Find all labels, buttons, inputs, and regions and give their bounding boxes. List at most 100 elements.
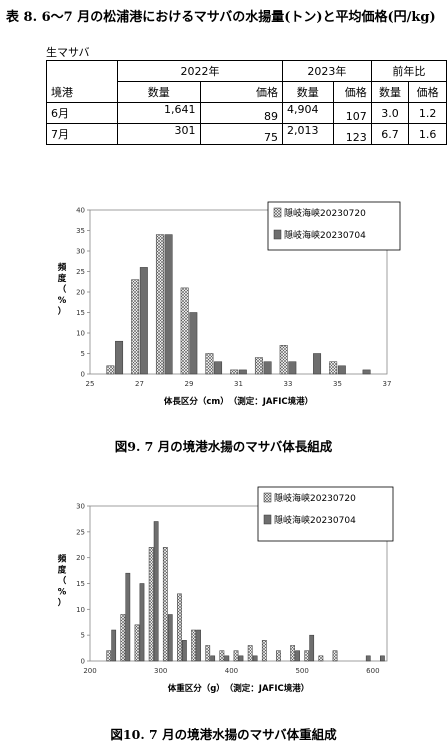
- bar: [153, 521, 159, 662]
- x-axis-label: 体長区分（cm） （測定：JAFIC境港）: [164, 396, 313, 407]
- y-axis-label: 度: [58, 565, 67, 576]
- bar: [247, 645, 253, 662]
- y-axis-label: %: [58, 296, 67, 306]
- cell: 301: [117, 123, 201, 145]
- bar: [238, 369, 247, 375]
- legend-swatch: [273, 229, 282, 240]
- bar: [380, 655, 385, 662]
- y-axis-label: ）: [58, 306, 67, 317]
- bar: [252, 655, 258, 662]
- cell: 3.0: [370, 102, 410, 124]
- row-label: 7月: [46, 123, 118, 145]
- row-label: 6月: [46, 102, 118, 124]
- bar: [337, 365, 346, 375]
- bar: [177, 593, 182, 662]
- y-axis-label: %: [58, 588, 67, 598]
- bar: [205, 353, 214, 375]
- bar: [167, 614, 173, 662]
- bar: [205, 645, 211, 662]
- y-tick-label: 5: [81, 632, 85, 640]
- bar: [162, 547, 168, 662]
- x-tick-label: 200: [83, 667, 96, 675]
- x-tick-label: 37: [383, 380, 392, 388]
- y-axis-label: （: [58, 284, 67, 295]
- legend-swatch: [263, 492, 272, 503]
- bar: [295, 650, 300, 662]
- subheader-price-ratio: 価格: [408, 81, 447, 103]
- y-tick-label: 30: [76, 503, 85, 511]
- bar: [309, 634, 315, 662]
- cell: 75: [199, 123, 283, 145]
- y-tick-label: 10: [76, 330, 85, 338]
- bar: [313, 353, 322, 375]
- bar: [318, 655, 324, 662]
- x-tick-label: 400: [225, 667, 238, 675]
- bar: [210, 655, 216, 662]
- bar: [230, 369, 239, 375]
- x-tick-label: 25: [86, 380, 95, 388]
- y-tick-label: 15: [76, 309, 85, 317]
- legend-swatch: [273, 207, 282, 218]
- legend-entry: 隠岐海峡20230704: [284, 229, 366, 241]
- bar: [120, 614, 126, 662]
- y-tick-label: 20: [76, 289, 85, 297]
- bar: [191, 629, 196, 662]
- subheader-qty-2022: 数量: [117, 81, 201, 103]
- bar: [139, 583, 145, 662]
- page-title: 表 8. 6〜7 月の松浦港におけるマサバの水揚量(トン)と平均価格(円/kg): [6, 10, 436, 25]
- x-tick-label: 600: [366, 667, 379, 675]
- bar: [106, 650, 112, 662]
- length-histogram-chart: 0 5 10 15 20 25 30 35 40 25 27 29 31 33 35 37 頻度（%） 体長区分（…: [58, 201, 401, 407]
- y-tick-label: 0: [81, 371, 85, 379]
- x-tick-label: 35: [333, 380, 342, 388]
- bar: [164, 234, 173, 375]
- bar: [254, 357, 263, 375]
- x-tick-label: 33: [284, 380, 293, 388]
- legend-box: [257, 486, 394, 542]
- group-header-ratio: 前年比: [370, 60, 447, 82]
- legend-swatch: [263, 514, 272, 525]
- table-subheader-row: 境港 数量 価格 数量 価格 数量 価格: [46, 81, 447, 103]
- row-header-port: 境港: [46, 81, 118, 103]
- table-row: 6月 1,641 89 4,904 107 3.0 1.2: [46, 102, 447, 124]
- bar: [276, 650, 281, 662]
- subheader-qty-ratio: 数量: [370, 81, 410, 103]
- bar: [290, 645, 295, 662]
- bar: [131, 279, 140, 375]
- y-axis-label: 頻: [58, 554, 67, 565]
- cell: 89: [199, 102, 283, 124]
- bar: [365, 655, 371, 662]
- cell: 6.7: [370, 123, 410, 145]
- y-tick-label: 25: [76, 528, 85, 536]
- legend-entry: 隠岐海峡20230720: [274, 492, 356, 504]
- bar: [233, 650, 239, 662]
- bar: [180, 287, 189, 375]
- group-header-2022: 2022年: [117, 60, 283, 82]
- bar: [279, 345, 288, 375]
- bar: [288, 361, 297, 375]
- bar: [115, 340, 124, 375]
- table-subtitle: 生マサバ: [46, 46, 90, 59]
- cell: 107: [332, 102, 372, 124]
- x-tick-label: 31: [234, 380, 243, 388]
- bar: [134, 624, 140, 662]
- subheader-price-2023: 価格: [332, 81, 372, 103]
- bar: [332, 650, 338, 662]
- table-group-row: 2022年 2023年 前年比: [46, 60, 447, 82]
- bar: [148, 547, 154, 662]
- bar: [224, 655, 230, 662]
- x-tick-label: 29: [185, 380, 194, 388]
- bar: [106, 365, 115, 375]
- weight-histogram-chart: 0 5 10 15 20 25 30 200 300 400 500 600 頻度（%） 体重区分（g） …: [58, 486, 394, 694]
- cell: 4,904: [282, 102, 334, 124]
- cell: 1.6: [408, 123, 447, 145]
- y-tick-label: 15: [76, 580, 85, 588]
- figure-caption-weight: 図10. 7 月の境港水揚のマサバ体重組成: [110, 727, 337, 742]
- bar: [362, 369, 371, 375]
- y-tick-label: 30: [76, 248, 85, 256]
- bar: [111, 629, 117, 662]
- group-header-2023: 2023年: [282, 60, 372, 82]
- y-tick-label: 25: [76, 268, 85, 276]
- legend-entry: 隠岐海峡20230720: [284, 207, 366, 219]
- bar: [329, 361, 338, 375]
